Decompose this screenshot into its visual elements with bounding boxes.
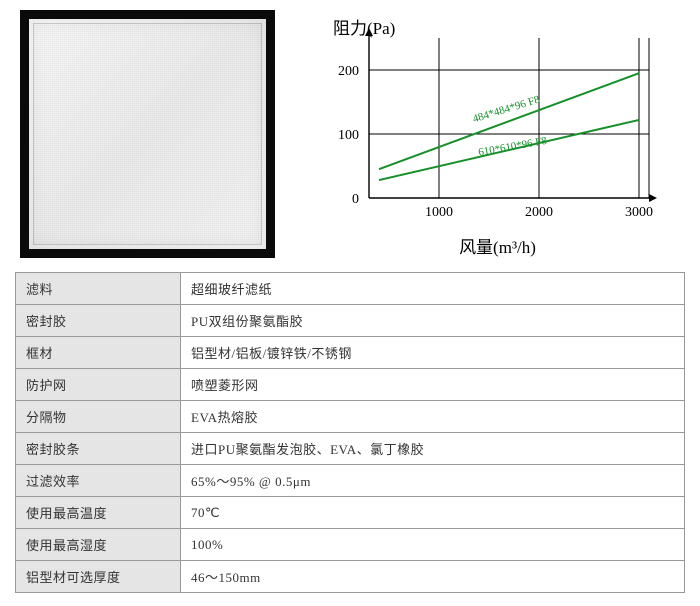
table-row: 使用最高温度70℃	[16, 497, 685, 529]
table-row: 滤料超细玻纤滤纸	[16, 273, 685, 305]
spec-value: 100%	[181, 529, 685, 561]
spec-value: 超细玻纤滤纸	[181, 273, 685, 305]
spec-value: 进口PU聚氨酯发泡胶、EVA、氯丁橡胶	[181, 433, 685, 465]
pressure-flow-chart: 阻力(Pa) 0 100 200 1000 2000 3000 484*484*96 F8 6…	[315, 10, 680, 258]
spec-label: 密封胶条	[16, 433, 181, 465]
svg-text:0: 0	[352, 192, 359, 207]
table-row: 过滤效率65%～95% @ 0.5μm	[16, 465, 685, 497]
svg-text:200: 200	[338, 64, 359, 79]
table-row: 密封胶条进口PU聚氨酯发泡胶、EVA、氯丁橡胶	[16, 433, 685, 465]
svg-text:3000: 3000	[625, 205, 653, 220]
spec-value: 70℃	[181, 497, 685, 529]
spec-label: 过滤效率	[16, 465, 181, 497]
spec-value: 46～150mm	[181, 561, 685, 593]
chart-x-title: 风量(m³/h)	[315, 233, 680, 258]
spec-value: PU双组份聚氨酯胶	[181, 305, 685, 337]
spec-value: 65%～95% @ 0.5μm	[181, 465, 685, 497]
spec-label: 使用最高温度	[16, 497, 181, 529]
spec-value: EVA热熔胶	[181, 401, 685, 433]
svg-text:1000: 1000	[425, 205, 453, 220]
svg-text:100: 100	[338, 128, 359, 143]
svg-text:610*610*96 F8: 610*610*96 F8	[477, 135, 548, 159]
spec-label: 分隔物	[16, 401, 181, 433]
table-row: 铝型材可选厚度46～150mm	[16, 561, 685, 593]
table-row: 使用最高湿度100%	[16, 529, 685, 561]
spec-label: 铝型材可选厚度	[16, 561, 181, 593]
spec-label: 滤料	[16, 273, 181, 305]
table-row: 分隔物EVA热熔胶	[16, 401, 685, 433]
spec-label: 防护网	[16, 369, 181, 401]
spec-label: 使用最高湿度	[16, 529, 181, 561]
spec-value: 铝型材/铝板/镀锌铁/不锈钢	[181, 337, 685, 369]
chart-y-title: 阻力(Pa)	[333, 14, 395, 39]
spec-table: 滤料超细玻纤滤纸密封胶PU双组份聚氨酯胶框材铝型材/铝板/镀锌铁/不锈钢防护网喷…	[15, 272, 685, 593]
product-image	[20, 10, 275, 258]
svg-text:484*484*96 F8: 484*484*96 F8	[471, 93, 541, 125]
table-row: 密封胶PU双组份聚氨酯胶	[16, 305, 685, 337]
spec-label: 框材	[16, 337, 181, 369]
svg-text:2000: 2000	[525, 205, 553, 220]
spec-label: 密封胶	[16, 305, 181, 337]
spec-value: 喷塑菱形网	[181, 369, 685, 401]
table-row: 框材铝型材/铝板/镀锌铁/不锈钢	[16, 337, 685, 369]
table-row: 防护网喷塑菱形网	[16, 369, 685, 401]
